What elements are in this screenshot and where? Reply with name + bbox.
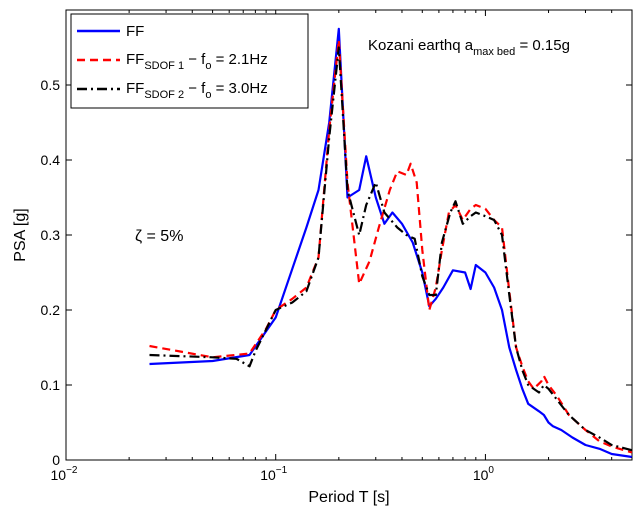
legend-sdof1-end: = 2.1Hz xyxy=(211,51,267,68)
legend-sdof2-sub2: o xyxy=(205,89,211,101)
legend-sdof1-main: FF xyxy=(126,51,144,68)
legend-entry-sdof2: FFSDOF 2 − fo = 3.0Hz xyxy=(126,80,268,101)
y-tick-label: 0.5 xyxy=(41,77,61,93)
legend-entry-sdof1: FFSDOF 1 − fo = 2.1Hz xyxy=(126,51,268,72)
y-tick-label: 0 xyxy=(52,452,60,468)
x-tick-label: 100 xyxy=(473,465,495,483)
legend-sdof1-tail: − f xyxy=(184,51,206,68)
legend: FF FFSDOF 1 − fo = 2.1Hz FFSDOF 2 − fo =… xyxy=(70,13,309,109)
title-main: Kozani earthq a xyxy=(368,37,474,54)
y-tick-label: 0.1 xyxy=(41,377,61,393)
x-tick-label: 10−1 xyxy=(260,465,287,483)
y-tick-label: 0.3 xyxy=(41,227,61,243)
y-axis-label: PSA [g] xyxy=(12,208,29,261)
legend-sdof1-sub2: o xyxy=(205,60,211,72)
y-tick-label: 0.4 xyxy=(41,152,61,168)
x-axis-label: Period T [s] xyxy=(308,489,389,506)
x-tick-label: 10−2 xyxy=(51,465,78,483)
tick-layer: 0 0.1 0.2 0.3 0.4 0.5 10−2 10−1 100 xyxy=(41,10,633,483)
legend-sdof2-tail: − f xyxy=(184,80,206,97)
series-sdof2-line xyxy=(149,46,633,452)
chart-title-annotation: Kozani earthq amax bed = 0.15g xyxy=(368,37,570,58)
damping-annotation: ζ = 5% xyxy=(135,228,183,245)
legend-sdof2-sub: SDOF 2 xyxy=(144,89,184,101)
title-sub: max bed xyxy=(473,46,515,58)
legend-ff-main: FF xyxy=(126,23,144,40)
title-tail: = 0.15g xyxy=(515,37,570,54)
series-ff-line xyxy=(149,27,633,459)
series-sdof1-line xyxy=(149,38,633,454)
series-layer xyxy=(149,27,633,459)
legend-sdof2-main: FF xyxy=(126,80,144,97)
legend-sdof1-sub: SDOF 1 xyxy=(144,60,184,72)
legend-entry-ff: FF xyxy=(126,23,144,40)
y-tick-label: 0.2 xyxy=(41,302,61,318)
legend-sdof2-end: = 3.0Hz xyxy=(211,80,267,97)
